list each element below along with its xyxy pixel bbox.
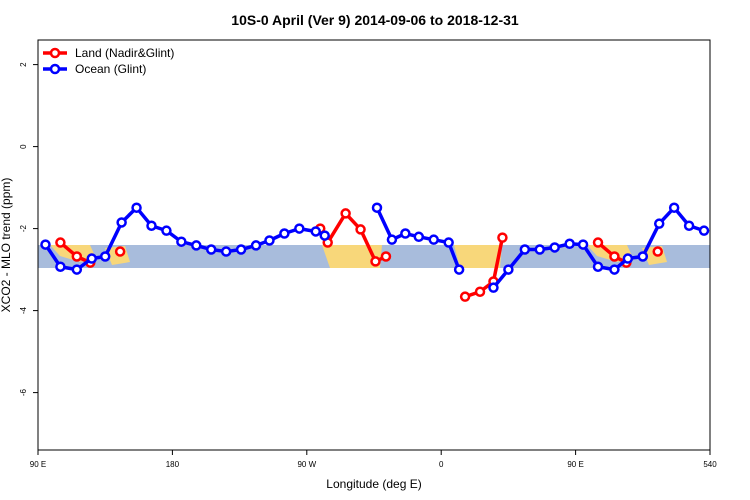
data-point [114,246,126,257]
chart-title: 10S-0 April (Ver 9) 2014-09-06 to 2018-1… [231,12,519,28]
data-point [698,225,710,236]
data-point [319,230,330,241]
y-tick-label: -2 [19,224,28,232]
data-point [549,242,560,253]
data-point [609,251,620,262]
y-tick-label: 2 [19,62,28,67]
data-point [340,208,351,219]
data-point [176,236,187,247]
data-point [459,291,471,302]
legend: Land (Nadir&Glint) Ocean (Glint) [43,46,174,76]
data-point [637,251,649,262]
plot-frame [37,39,711,451]
x-tick-label: 180 [166,460,180,469]
x-tick-label: 90 E [567,460,583,469]
y-tick-label: -6 [19,388,28,396]
data-point [279,228,290,239]
data-point [653,218,665,229]
data-point [191,240,202,251]
y-tick-label: 0 [19,144,28,149]
y-tick-label: -4 [19,306,28,314]
data-point [71,264,83,275]
data-point [131,202,142,213]
data-point [55,237,66,248]
data-point [161,225,172,236]
data-point [250,240,262,251]
data-point [86,253,98,264]
data-point [413,231,425,243]
legend-label: Land (Nadir&Glint) [75,46,174,60]
data-point [40,239,51,250]
data-point [99,251,111,262]
data-point [371,202,383,213]
data-point [474,286,486,297]
legend-marker [49,47,61,59]
data-point [609,264,620,275]
data-point [235,244,247,255]
data-point [428,234,439,245]
data-point [264,235,275,246]
data-point [592,261,604,272]
data-point [534,244,546,255]
data-point [622,253,634,264]
data-point [592,237,604,248]
data-point [453,264,465,275]
data-point [294,223,305,234]
data-point [519,244,531,255]
data-point [443,237,454,248]
data-point [400,228,411,239]
data-point [380,251,392,262]
x-tick-label: 540 [703,460,717,469]
data-point [668,202,680,213]
legend-marker [49,63,61,75]
data-point [503,264,514,275]
data-point [71,251,83,262]
data-point [355,224,366,235]
data-point [652,246,663,257]
data-point [386,234,398,245]
x-tick-label: 0 [439,460,444,469]
legend-label: Ocean (Glint) [75,62,146,76]
x-axis-label: Longitude (deg E) [326,477,421,491]
data-point [370,256,381,267]
data-point [683,220,695,231]
data-point [577,239,589,250]
data-point [220,246,232,257]
x-tick-label: 90 W [297,460,316,469]
x-tick-label: 90 E [30,460,46,469]
data-point [497,232,508,243]
data-point [205,244,217,255]
data-point [310,226,322,237]
data-point [564,238,575,250]
data-point [55,261,66,272]
data-point [116,217,127,228]
data-point [488,282,499,293]
data-point [146,220,157,231]
y-axis-label: XCO2 - MLO trend (ppm) [0,178,13,313]
